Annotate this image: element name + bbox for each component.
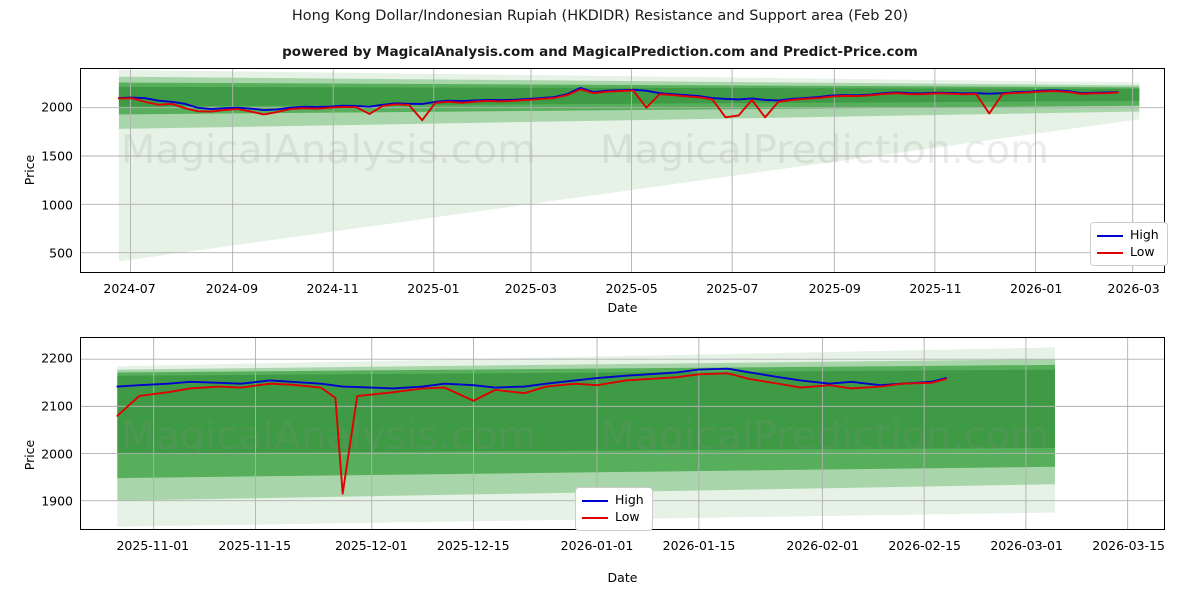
legend-label: High [615,492,644,508]
x-tick-label: 2026-03 [1107,281,1160,296]
x-tick-label: 2024-07 [103,281,156,296]
legend-swatch-low-icon [1097,251,1123,254]
x-tick-label: 2026-02-15 [888,538,962,553]
plot-area-zoom: MagicalAnalysis.com MagicalPrediction.com [80,337,1165,530]
plot-canvas-zoom: MagicalAnalysis.com MagicalPrediction.com [81,338,1164,529]
y-axis-label-overview: Price [22,154,37,186]
page-title: Hong Kong Dollar/Indonesian Rupiah (HKDI… [291,8,909,24]
x-axis-label-overview: Date [607,300,638,315]
legend-zoom[interactable]: High Low [575,487,653,531]
series-line-low [117,88,1119,122]
x-tick-label: 2025-07 [706,281,759,296]
y-tick-label: 1900 [41,493,73,509]
y-tick-label: 2000 [41,99,73,115]
y-tick-label: 2100 [41,398,73,414]
x-tick-label: 2026-03-01 [990,538,1063,553]
x-tick-label: 2025-05 [605,281,658,296]
series-line-high [116,367,947,390]
x-axis-label-zoom: Date [607,570,638,585]
plot-canvas-overview: MagicalAnalysis.com MagicalPrediction.com [81,69,1164,272]
x-tick-label: 2024-11 [306,281,359,296]
y-tick-label: 1500 [41,148,73,164]
legend-entry-low[interactable]: Low [582,509,644,526]
watermark-text: MagicalAnalysis.com [121,127,536,173]
legend-label: Low [615,509,640,525]
legend-label: Low [1130,244,1155,260]
y-axis-label-zoom: Price [22,439,37,471]
x-tick-label: 2026-01-15 [662,538,736,553]
y-tick-label: 1000 [41,197,73,213]
x-tick-label: 2026-03-15 [1092,538,1165,553]
plot-area-overview: MagicalAnalysis.com MagicalPrediction.com [80,68,1165,273]
page-subtitle: powered by MagicalAnalysis.com and Magic… [282,44,918,60]
legend-swatch-high-icon [1097,234,1123,237]
chart-panel-zoom: MagicalAnalysis.com MagicalPrediction.com [80,337,1165,530]
x-tick-label: 2026-01-01 [560,538,634,553]
x-tick-label: 2025-09 [808,281,861,296]
legend-overview[interactable]: High Low [1090,222,1168,266]
x-tick-label: 2025-12-15 [436,538,510,553]
chart-panel-overview: MagicalAnalysis.com MagicalPrediction.com [80,68,1165,273]
x-tick-label: 2025-11-01 [116,538,190,553]
watermark-text: MagicalAnalysis.com [121,413,536,459]
x-tick-label: 2026-02-01 [786,538,860,553]
legend-label: High [1130,227,1159,243]
watermark-text: MagicalPrediction.com [600,127,1049,173]
legend-swatch-low-icon [582,516,608,519]
x-tick-label: 2025-12-01 [334,538,408,553]
legend-swatch-high-icon [582,499,608,502]
legend-entry-high[interactable]: High [1097,227,1159,244]
x-tick-label: 2024-09 [205,281,259,296]
watermark-text: MagicalPrediction.com [600,413,1049,459]
x-tick-label: 2025-01 [407,281,460,296]
legend-entry-low[interactable]: Low [1097,244,1159,261]
x-tick-label: 2026-01 [1010,281,1063,296]
y-tick-label: 2000 [41,446,73,462]
x-tick-label: 2025-03 [504,281,557,296]
y-tick-label: 500 [49,245,73,261]
x-tick-label: 2025-11-15 [218,538,292,553]
resistance-support-band-core [118,86,1140,107]
legend-entry-high[interactable]: High [582,492,644,509]
y-tick-label: 2200 [41,350,73,366]
x-tick-label: 2025-11 [909,281,962,296]
series-line-low [116,372,947,495]
